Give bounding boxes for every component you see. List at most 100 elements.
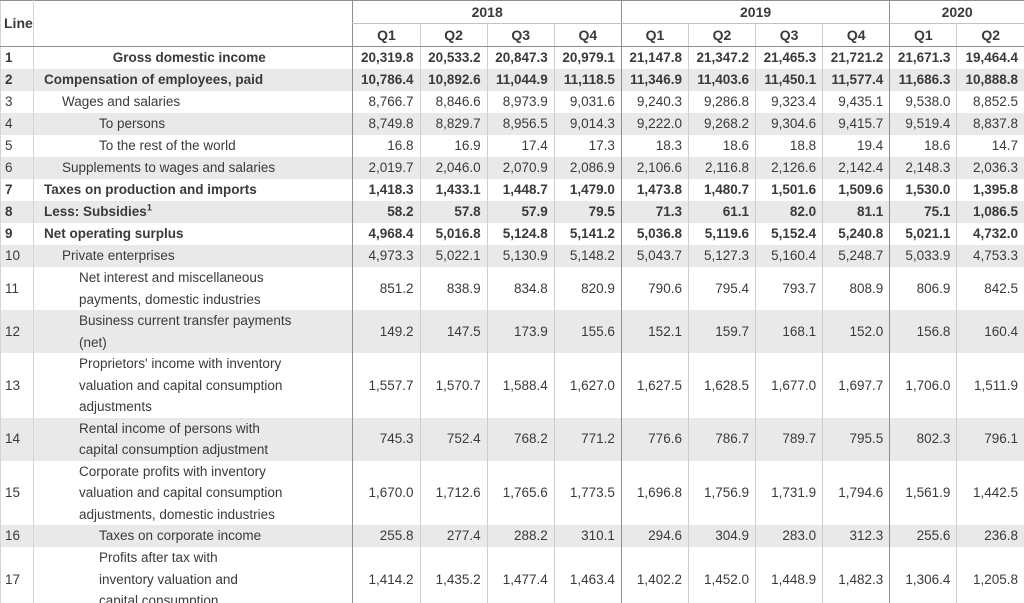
label-column-header	[33, 0, 353, 47]
value-cell: 9,435.1	[822, 91, 890, 113]
value-cell: 1,712.6	[419, 460, 488, 525]
value-cell: 21,147.8	[620, 46, 689, 69]
row-label-cell: Rental income of persons with capital co…	[33, 417, 353, 461]
value-cell: 20,533.2	[419, 46, 488, 69]
value-cell: 149.2	[352, 310, 421, 353]
value-cell: 20,979.1	[553, 46, 622, 69]
value-cell: 156.8	[889, 310, 957, 353]
value-cell: 5,119.6	[687, 223, 756, 245]
value-cell: 8,766.7	[352, 91, 421, 113]
value-cell: 18.6	[889, 135, 957, 157]
quarter-header: Q3	[486, 23, 555, 47]
value-cell: 79.5	[553, 201, 622, 223]
value-cell: 820.9	[553, 267, 622, 310]
row-label: Rental income of persons with capital co…	[79, 420, 269, 458]
value-cell: 1,731.9	[755, 460, 823, 525]
value-cell: 168.1	[755, 310, 823, 353]
row-label-cell: Taxes on production and imports	[33, 179, 353, 201]
table-row: 15 Corporate profits with inventory valua…	[1, 460, 1024, 525]
value-cell: 2,046.0	[419, 157, 488, 179]
table-row: 10 Private enterprises 4,973.3 5,022.1 5,130…	[0, 245, 1024, 267]
value-cell: 1,477.4	[486, 547, 555, 603]
row-label: Taxes on corporate income	[99, 528, 262, 544]
table-row: 6 Supplements to wages and salaries 2,019.…	[0, 157, 1024, 179]
value-cell: 1,442.5	[956, 460, 1024, 525]
value-cell: 1,627.0	[553, 353, 622, 418]
value-cell: 1,479.0	[553, 179, 622, 201]
table-row: 1 Gross domestic income 20,319.8 20,533.2 20…	[1, 46, 1024, 69]
quarter-header: Q2	[687, 23, 756, 47]
value-cell: 20,847.3	[486, 46, 555, 69]
table-row: 4 To persons 8,749.8 8,829.7 8,956.5 9,014.3 9…	[0, 113, 1024, 135]
quarter-header: Q2	[419, 23, 488, 47]
value-cell: 1,448.9	[755, 547, 823, 603]
value-cell: 1,482.3	[822, 547, 890, 603]
value-cell: 57.8	[419, 201, 488, 223]
value-cell: 1,706.0	[889, 353, 957, 418]
table-row: 16 Taxes on corporate income 255.8 277.4 288…	[0, 525, 1024, 547]
value-cell: 1,402.2	[620, 547, 689, 603]
value-cell: 57.9	[486, 201, 555, 223]
value-cell: 5,043.7	[620, 245, 689, 267]
table-row: 2 Compensation of employees, paid 10,786.4…	[0, 69, 1024, 91]
line-number: 10	[0, 245, 34, 267]
value-cell: 160.4	[956, 310, 1024, 353]
value-cell: 11,450.1	[755, 69, 823, 91]
value-cell: 768.2	[486, 417, 555, 461]
value-cell: 9,323.4	[755, 91, 823, 113]
value-cell: 9,240.3	[620, 91, 689, 113]
table-row: 8 Less: Subsidies1 58.2 57.8 57.9 79.5 71.3 61.…	[0, 201, 1024, 223]
row-label-cell: Wages and salaries	[33, 91, 353, 113]
value-cell: 10,888.8	[956, 69, 1024, 91]
value-cell: 16.8	[352, 135, 421, 157]
value-cell: 236.8	[956, 525, 1024, 547]
row-label: Corporate profits with inventory valuati…	[79, 463, 283, 522]
row-label-cell: Private enterprises	[33, 245, 353, 267]
value-cell: 2,036.3	[956, 157, 1024, 179]
value-cell: 2,142.4	[822, 157, 890, 179]
value-cell: 9,519.4	[889, 113, 957, 135]
value-cell: 312.3	[822, 525, 890, 547]
year-header: 2018	[352, 0, 622, 24]
value-cell: 795.5	[822, 417, 890, 461]
value-cell: 8,829.7	[419, 113, 488, 135]
table-row: 17 Profits after tax with inventory valua…	[1, 547, 1024, 603]
value-cell: 1,561.9	[889, 460, 957, 525]
row-label-cell: Net operating surplus	[33, 223, 353, 245]
table-row: 7 Taxes on production and imports 1,418.3 1…	[1, 179, 1024, 201]
value-cell: 4,732.0	[956, 223, 1024, 245]
line-number: 16	[0, 525, 34, 547]
value-cell: 806.9	[889, 267, 957, 310]
value-cell: 9,538.0	[889, 91, 957, 113]
value-cell: 20,319.8	[352, 46, 421, 69]
value-cell: 19,464.4	[956, 46, 1024, 69]
value-cell: 1,677.0	[755, 353, 823, 418]
line-column-header: Line	[0, 0, 34, 47]
value-cell: 1,448.7	[486, 179, 555, 201]
row-label-cell: Less: Subsidies1	[33, 201, 353, 223]
line-number: 7	[5, 182, 13, 198]
row-label-cell: Corporate profits with inventory valuati…	[33, 460, 353, 525]
value-cell: 2,106.6	[620, 157, 689, 179]
value-cell: 5,016.8	[419, 223, 488, 245]
value-cell: 2,086.9	[553, 157, 622, 179]
quarter-header: Q1	[352, 23, 421, 47]
value-cell: 1,627.5	[620, 353, 689, 418]
value-cell: 793.7	[755, 267, 823, 310]
value-cell: 294.6	[620, 525, 689, 547]
value-cell: 5,036.8	[620, 223, 689, 245]
value-cell: 8,837.8	[956, 113, 1024, 135]
value-cell: 5,152.4	[755, 223, 823, 245]
row-label-cell: Proprietors' income with inventory valua…	[33, 353, 353, 418]
value-cell: 5,033.9	[889, 245, 957, 267]
row-label: Profits after tax with inventory valuati…	[99, 550, 238, 603]
value-cell: 1,756.9	[687, 460, 756, 525]
value-cell: 5,127.3	[687, 245, 756, 267]
line-number: 13	[5, 377, 21, 393]
value-cell: 5,124.8	[486, 223, 555, 245]
value-cell: 16.9	[419, 135, 488, 157]
value-cell: 1,463.4	[553, 547, 622, 603]
row-label: Wages and salaries	[62, 94, 181, 110]
